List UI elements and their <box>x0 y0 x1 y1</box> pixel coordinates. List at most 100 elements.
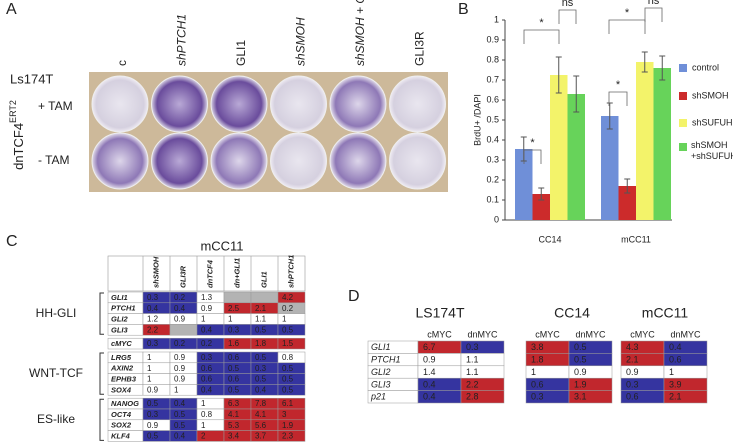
panel-label: B <box>458 1 469 18</box>
cell-value: 2.3 <box>282 432 294 441</box>
error-bar <box>555 56 562 94</box>
column-header: shSMOH <box>151 256 160 288</box>
column-label: shSMOH + GLI1 <box>353 0 367 66</box>
cell-value: 0.9 <box>147 385 159 394</box>
bar <box>532 194 550 220</box>
cell-value: 0.3 <box>255 364 267 373</box>
subcolumn-header: dnMYC <box>670 329 701 339</box>
cell-value: 0.9 <box>174 353 186 362</box>
y-tick-label: 0.7 <box>486 74 499 84</box>
bracket <box>608 91 628 106</box>
column-label: shPTCH1 <box>175 14 189 66</box>
cell-value: 0.5 <box>282 325 294 334</box>
row-label: AXIN2 <box>110 364 134 373</box>
cell-value: 0.3 <box>531 392 544 402</box>
group-bracket <box>99 292 104 335</box>
cell-value: 3.1 <box>574 392 587 402</box>
y-tick-label: 0.9 <box>486 34 499 44</box>
bar <box>515 149 533 220</box>
cell-value: 0.3 <box>201 353 213 362</box>
well <box>389 132 446 190</box>
cell-value: 5.3 <box>228 421 240 430</box>
well <box>91 75 149 133</box>
subcolumn-header: dnMYC <box>467 329 498 339</box>
group-header: mCC11 <box>642 305 689 321</box>
column-header: dnTCF4 <box>205 259 214 288</box>
error-bar <box>624 178 631 194</box>
cell-value: 7.8 <box>255 399 267 408</box>
cell-value: 0.9 <box>174 315 186 324</box>
heat-cell <box>223 291 252 304</box>
cell-value: 0.5 <box>228 364 240 373</box>
cell-value: 3.4 <box>228 432 240 441</box>
cell-value: 0.3 <box>228 325 240 334</box>
row-label: KLF4 <box>111 431 131 440</box>
cell-value: 0.3 <box>466 342 479 352</box>
cell-value: 2.1 <box>669 392 682 402</box>
cell-value: 0.9 <box>201 304 213 313</box>
y-tick-label: 0 <box>494 214 499 224</box>
bracket <box>523 149 542 164</box>
y-tick-label: 0.8 <box>486 54 499 64</box>
heat-cell <box>277 324 306 336</box>
plate <box>89 72 448 192</box>
cell-value: 1 <box>147 353 152 362</box>
cell-value: 0.2 <box>282 304 294 313</box>
table-title: mCC11 <box>200 238 243 253</box>
bar <box>550 75 568 220</box>
cell-value: 1.6 <box>228 339 240 348</box>
cell-value: 0.2 <box>174 339 186 348</box>
well <box>270 132 327 190</box>
cell-value: 0.5 <box>282 375 294 384</box>
y-tick-label: 1 <box>494 14 499 24</box>
cell-value: 0.6 <box>228 375 240 384</box>
x-tick-label: CC14 <box>538 234 561 244</box>
group-header: LS174T <box>415 305 464 321</box>
cell-value: 1 <box>228 315 233 324</box>
y-tick-label: 0.6 <box>486 94 499 104</box>
row-label: LRG5 <box>111 353 132 362</box>
cell-value: 1.8 <box>255 339 267 348</box>
cell-value: 0.9 <box>574 367 587 377</box>
row-label: OCT4 <box>111 410 132 419</box>
bar <box>653 68 671 220</box>
cell-value: 1 <box>531 367 536 377</box>
cell-value: 0.6 <box>201 364 213 373</box>
cell-value: 0.6 <box>669 354 682 364</box>
row-label: GLI1 <box>111 293 128 302</box>
cell-value: 0.3 <box>147 410 159 419</box>
cell-value: 0.5 <box>255 353 267 362</box>
cell-value: 1.1 <box>466 354 479 364</box>
cell-value: 0.9 <box>147 421 159 430</box>
heat-cell <box>169 324 198 336</box>
heat-cell <box>277 430 306 442</box>
bracket <box>523 29 560 44</box>
panel-label: A <box>6 1 17 18</box>
legend-label: shSUFUH <box>692 117 733 127</box>
error-bar <box>538 187 545 201</box>
cell-value: 0.5 <box>174 410 186 419</box>
group-bracket <box>99 398 104 441</box>
annotation: ns <box>562 0 574 9</box>
cell-value: 1.4 <box>423 367 436 377</box>
cell-value: 0.2 <box>174 293 186 302</box>
row-label: SOX4 <box>111 385 132 394</box>
row-label: - TAM <box>38 153 70 167</box>
row-label: PTCH1 <box>371 354 401 364</box>
row-label: GLI2 <box>371 367 391 377</box>
legend-swatch <box>679 64 687 72</box>
cell-value: 5.6 <box>255 421 267 430</box>
well <box>270 75 327 133</box>
cell-value: 1.1 <box>255 315 267 324</box>
well <box>210 132 268 190</box>
cell-value: 0.2 <box>201 339 213 348</box>
cell-value: 2.1 <box>626 354 639 364</box>
cell-value: 0.5 <box>574 354 587 364</box>
error-bar <box>573 75 580 113</box>
bracket <box>644 7 663 22</box>
column-label: GLI3R <box>413 31 427 66</box>
well <box>329 75 387 133</box>
column-label: GLI1 <box>234 40 248 66</box>
cell-value: 3.9 <box>669 379 682 389</box>
